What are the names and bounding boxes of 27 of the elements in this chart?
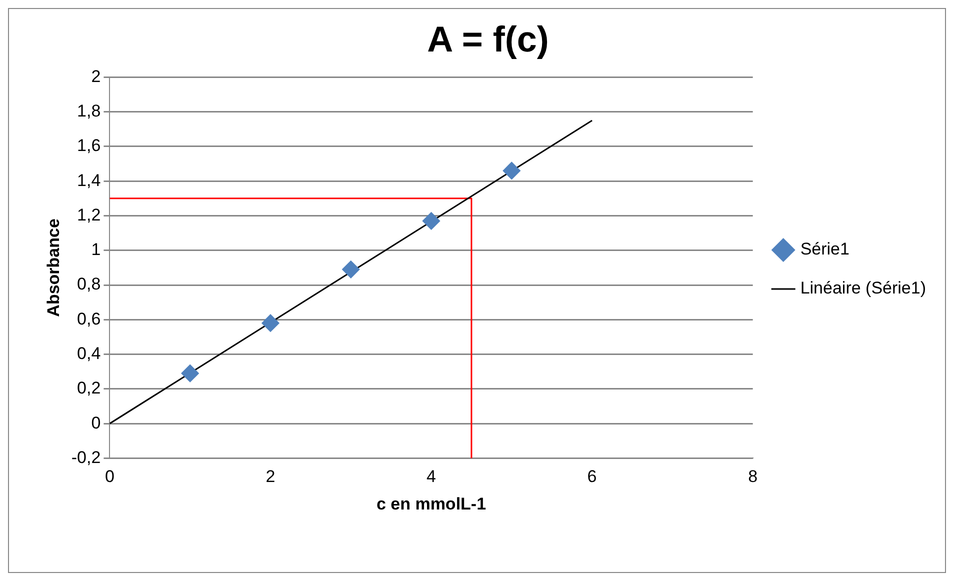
y-tick-label: 1,6 <box>77 136 101 156</box>
x-tick-label: 6 <box>587 467 597 486</box>
y-tick-label: -0,2 <box>71 448 101 467</box>
y-tick-label: 0,8 <box>77 274 101 294</box>
y-tick-label: 1,8 <box>77 102 101 121</box>
point <box>181 364 199 382</box>
x-tick-label: 2 <box>266 467 276 486</box>
x-tick-label: 0 <box>104 467 114 486</box>
y-tick-label: 0 <box>91 413 101 432</box>
y-tick-label: 1,4 <box>77 170 101 190</box>
legend-label: Série1 <box>800 240 850 259</box>
y-tick-label: 0,4 <box>77 344 101 363</box>
y-tick-label: 0,2 <box>77 378 101 398</box>
y-axis-title: Absorbance <box>44 218 63 317</box>
point <box>422 212 440 230</box>
y-tick-label: 0,6 <box>77 309 101 328</box>
x-axis-title: c en mmolL-1 <box>376 494 486 514</box>
point <box>262 314 280 332</box>
y-tick-label: 2 <box>91 66 101 86</box>
chart-title: A = f(c) <box>427 18 549 60</box>
y-tick-label: 1 <box>91 240 101 260</box>
x-tick-label: 4 <box>426 467 436 486</box>
point <box>342 260 360 278</box>
legend-label: Linéaire (Série1) <box>800 278 926 298</box>
y-tick-label: 1,2 <box>77 205 101 224</box>
point <box>502 162 520 180</box>
x-tick-label: 8 <box>748 467 758 486</box>
